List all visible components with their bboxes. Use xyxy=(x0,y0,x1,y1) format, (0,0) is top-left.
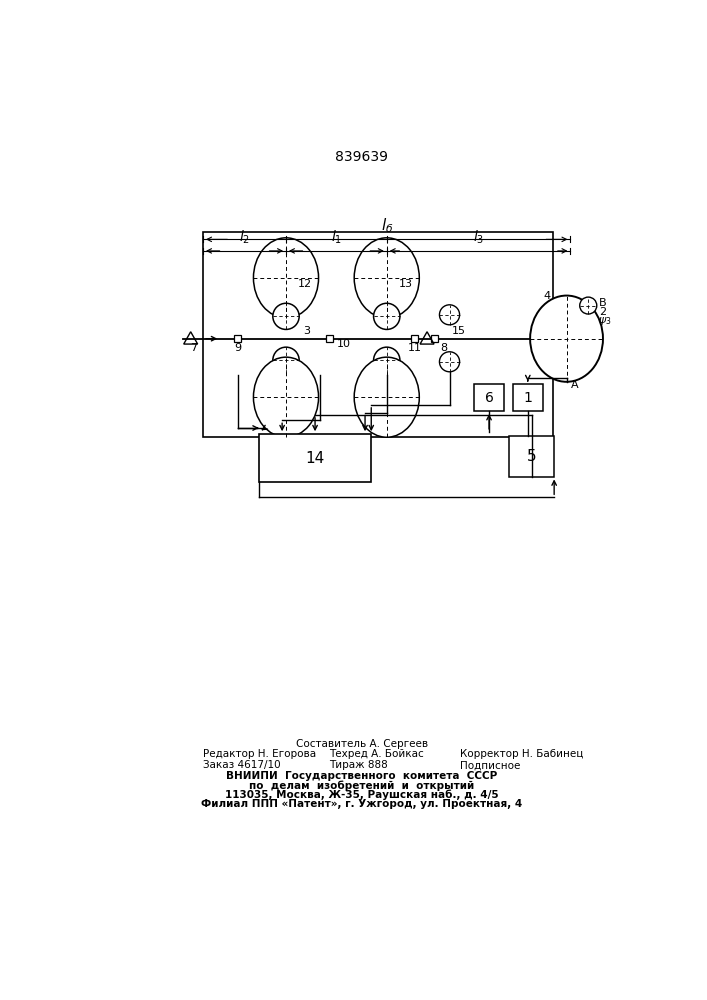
Text: 2: 2 xyxy=(599,307,606,317)
Text: $\psi_3$: $\psi_3$ xyxy=(597,315,611,327)
Ellipse shape xyxy=(354,357,419,437)
Text: 4: 4 xyxy=(544,291,551,301)
Ellipse shape xyxy=(354,238,419,318)
Bar xyxy=(411,335,418,342)
Text: 3: 3 xyxy=(303,326,310,336)
Text: Составитель А. Сергеев: Составитель А. Сергеев xyxy=(296,739,428,749)
Text: Редактор Н. Егорова: Редактор Н. Егорова xyxy=(203,749,316,759)
Text: B: B xyxy=(599,298,607,308)
Text: 9: 9 xyxy=(235,343,242,353)
Text: $l_3$: $l_3$ xyxy=(473,229,484,246)
Text: Подписное: Подписное xyxy=(460,760,521,770)
Text: 13: 13 xyxy=(398,279,412,289)
Bar xyxy=(203,232,554,437)
Text: 8: 8 xyxy=(440,343,448,353)
Text: A: A xyxy=(571,380,578,390)
Text: Заказ 4617/10: Заказ 4617/10 xyxy=(203,760,281,770)
Text: 11: 11 xyxy=(408,343,421,353)
Text: по  делам  изобретений  и  открытий: по делам изобретений и открытий xyxy=(250,780,474,791)
Text: Филиал ППП «Патент», г. Ужгород, ул. Проектная, 4: Филиал ППП «Патент», г. Ужгород, ул. Про… xyxy=(201,799,522,809)
Ellipse shape xyxy=(253,238,319,318)
Bar xyxy=(431,335,438,342)
Text: 12: 12 xyxy=(298,279,312,289)
Ellipse shape xyxy=(273,347,299,373)
Text: 1: 1 xyxy=(523,391,532,405)
Ellipse shape xyxy=(440,305,460,325)
Ellipse shape xyxy=(530,296,603,382)
Bar xyxy=(509,436,554,477)
Bar xyxy=(326,335,333,342)
Text: 15: 15 xyxy=(452,326,466,336)
Bar xyxy=(235,335,241,342)
Bar xyxy=(513,384,542,411)
Bar xyxy=(259,434,371,482)
Text: 839639: 839639 xyxy=(335,150,388,164)
Ellipse shape xyxy=(373,347,400,373)
Text: 5: 5 xyxy=(527,449,537,464)
Bar xyxy=(474,384,504,411)
Text: Тираж 888: Тираж 888 xyxy=(329,760,387,770)
Text: Корректор Н. Бабинец: Корректор Н. Бабинец xyxy=(460,749,584,759)
Text: $l_1$: $l_1$ xyxy=(331,229,342,246)
Text: 113035, Москва, Ж-35, Раушская наб., д. 4/5: 113035, Москва, Ж-35, Раушская наб., д. … xyxy=(225,789,498,800)
Ellipse shape xyxy=(273,303,299,329)
Text: Техред А. Бойкас: Техред А. Бойкас xyxy=(329,749,423,759)
Text: ВНИИПИ  Государственного  комитета  СССР: ВНИИПИ Государственного комитета СССР xyxy=(226,771,498,781)
Text: $l_{б}$: $l_{б}$ xyxy=(380,216,393,235)
Ellipse shape xyxy=(440,352,460,372)
Text: 14: 14 xyxy=(305,451,325,466)
Ellipse shape xyxy=(253,357,319,437)
Text: 10: 10 xyxy=(337,339,351,349)
Ellipse shape xyxy=(580,297,597,314)
Ellipse shape xyxy=(373,303,400,329)
Text: $l_2$: $l_2$ xyxy=(239,229,250,246)
Text: 6: 6 xyxy=(484,391,493,405)
Text: 7: 7 xyxy=(190,343,197,353)
